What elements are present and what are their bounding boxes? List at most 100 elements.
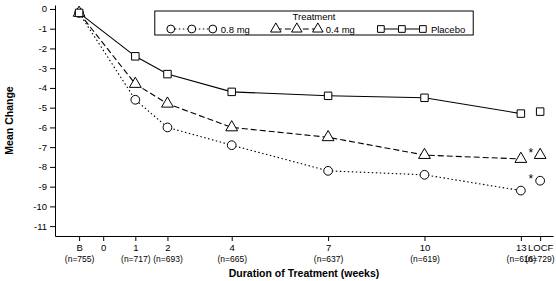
y-tick-label: -3 <box>39 63 47 74</box>
y-tick: -4 <box>39 82 55 93</box>
legend-item: Placebo <box>378 24 466 35</box>
series-marker <box>517 110 524 117</box>
x-tick: 1(n=717) <box>121 236 151 264</box>
x-tick-count: (n=717) <box>121 254 151 264</box>
x-tick: 4(n=665) <box>217 236 247 264</box>
significance-note: * <box>528 172 533 186</box>
legend-label: 0.8 mg <box>221 24 250 35</box>
x-tick: LOCF(n=729) <box>525 236 555 264</box>
annotations: ** <box>528 146 533 186</box>
series-marker <box>324 166 333 175</box>
legend-marker <box>188 25 196 33</box>
x-tick-count: (n=693) <box>153 254 183 264</box>
x-tick-count: (n=619) <box>410 254 440 264</box>
legend-marker <box>313 23 324 32</box>
legend-item: 0.8 mg <box>167 24 250 35</box>
series-marker <box>131 95 140 104</box>
locf-marker <box>536 176 545 185</box>
x-tick-mark <box>79 236 80 241</box>
legend-marker <box>420 26 427 33</box>
legend-item: 0.4 mg <box>271 23 355 35</box>
series-marker <box>164 70 171 77</box>
marks <box>73 6 546 195</box>
x-tick-mark <box>167 236 168 241</box>
y-axis: 0 -1 -2 -3 -4 -5 -6 -7 -8 -9 -10 -11 <box>33 3 55 236</box>
y-tick-label: -1 <box>39 23 47 34</box>
y-tick: -2 <box>39 43 55 54</box>
y-tick-mark <box>50 88 55 89</box>
x-tick-label: 13 <box>516 242 527 253</box>
y-tick-mark <box>50 167 55 168</box>
x-tick-label: 1 <box>133 242 138 253</box>
x-tick-mark <box>521 236 522 241</box>
legend-marker <box>292 23 303 32</box>
y-tick: 0 <box>42 3 55 14</box>
plot-area: 0 -1 -2 -3 -4 -5 -6 -7 -8 -9 -10 -11 B(n=755) 0 1(n=71… <box>33 3 554 264</box>
legend-label: Placebo <box>431 24 465 35</box>
y-tick-label: -11 <box>34 221 47 232</box>
series-marker <box>75 9 82 16</box>
series-marker <box>132 53 139 60</box>
x-tick-mark <box>328 236 329 241</box>
x-tick-mark <box>103 236 104 241</box>
x-tick-count: (n=755) <box>65 254 95 264</box>
y-tick-label: 0 <box>42 3 47 14</box>
legend: Treatment 0.8 mg 0.4 mg Placebo <box>155 11 473 35</box>
x-tick-count: (n=729) <box>525 254 555 264</box>
x-tick-mark <box>424 236 425 241</box>
x-tick: 0 <box>101 236 106 253</box>
y-tick: -8 <box>39 161 55 172</box>
locf-marker <box>534 148 546 158</box>
y-tick-mark <box>50 147 55 148</box>
series-line <box>79 13 521 114</box>
x-tick: 10(n=619) <box>410 236 440 264</box>
y-tick-label: -5 <box>39 102 47 113</box>
y-tick: -10 <box>33 201 55 212</box>
series-marker <box>420 170 429 179</box>
y-tick-label: -4 <box>39 82 47 93</box>
series-line <box>79 13 521 191</box>
x-tick-label: 4 <box>230 242 235 253</box>
y-tick: -7 <box>39 142 55 153</box>
y-tick-label: -10 <box>33 201 47 212</box>
series-marker <box>75 9 84 18</box>
x-axis-line <box>56 236 554 237</box>
x-tick-label: 2 <box>165 242 170 253</box>
series-marker <box>162 97 174 107</box>
y-axis-title: Mean Change <box>3 86 15 154</box>
legend-marker <box>167 25 175 33</box>
x-axis: B(n=755)01(n=717)2(n=693)4(n=665)7(n=637… <box>56 236 555 264</box>
series-marker <box>226 121 238 131</box>
y-tick-mark <box>50 226 55 227</box>
series-marker <box>515 152 527 162</box>
y-tick-mark <box>50 29 55 30</box>
series-marker <box>324 92 331 99</box>
series-marker <box>227 141 236 150</box>
y-tick: -1 <box>39 23 55 34</box>
y-tick-mark <box>50 187 55 188</box>
y-tick-label: -9 <box>39 181 47 192</box>
series-marker <box>228 88 235 95</box>
series-marker <box>517 186 526 195</box>
y-tick-label: -7 <box>39 142 47 153</box>
legend-title: Treatment <box>293 11 336 22</box>
y-tick-mark <box>50 206 55 207</box>
x-tick-mark <box>135 236 136 241</box>
y-tick-label: -8 <box>39 161 47 172</box>
x-tick-label: LOCF <box>528 242 554 253</box>
y-tick-mark <box>50 9 55 10</box>
legend-label: 0.4 mg <box>326 24 355 35</box>
x-tick-count: (n=637) <box>314 254 344 264</box>
x-tick: B(n=755) <box>65 236 95 264</box>
y-tick-mark <box>50 68 55 69</box>
series-marker <box>73 6 85 16</box>
x-tick-count: (n=665) <box>217 254 247 264</box>
y-tick: -6 <box>39 122 55 133</box>
series-marker <box>419 148 431 158</box>
y-tick-label: -2 <box>39 43 47 54</box>
series-marker <box>129 77 141 87</box>
legend-marker <box>399 26 406 33</box>
legend-marker <box>378 26 385 33</box>
x-tick-label: B <box>76 242 82 253</box>
chart: 0 -1 -2 -3 -4 -5 -6 -7 -8 -9 -10 -11 B(n=755) 0 1(n=71… <box>0 0 556 281</box>
